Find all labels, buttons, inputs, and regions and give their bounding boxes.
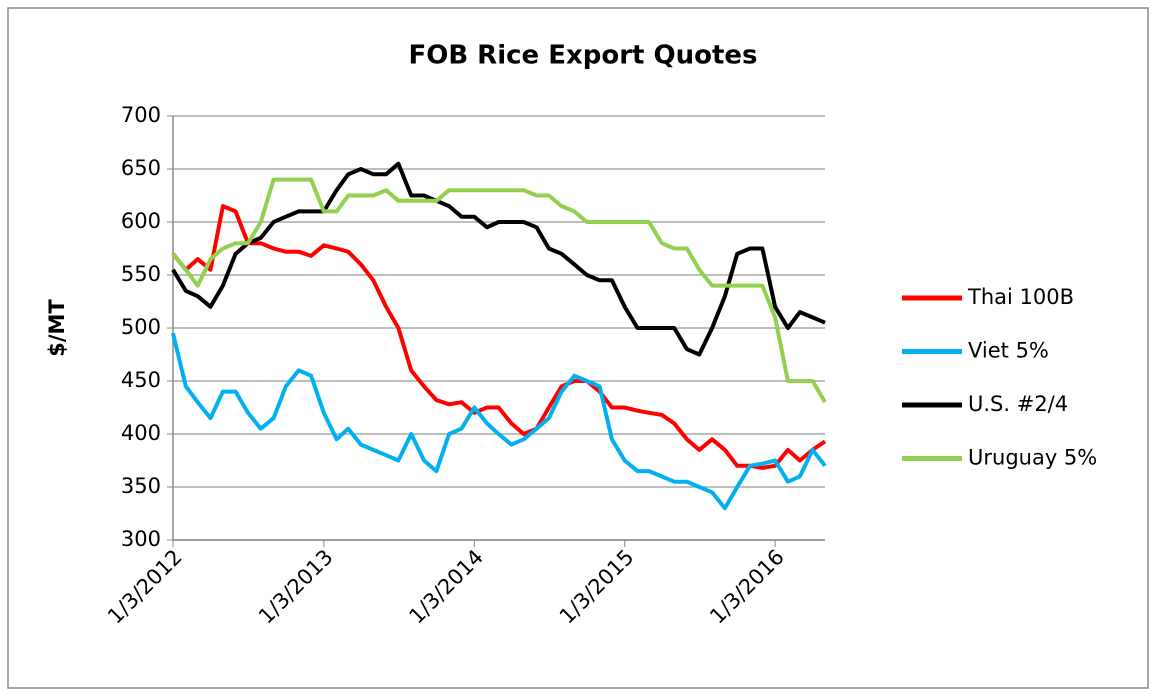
series-line bbox=[171, 204, 827, 470]
chart-border bbox=[7, 7, 1149, 689]
y-tick-label: 650 bbox=[121, 156, 161, 180]
y-tick-label: 400 bbox=[121, 421, 161, 445]
y-axis-label: $/MT bbox=[45, 299, 69, 357]
legend-label: Viet 5% bbox=[968, 339, 1049, 363]
y-tick-label: 450 bbox=[121, 368, 161, 392]
y-tick-label: 500 bbox=[121, 315, 161, 339]
y-tick-label: 350 bbox=[121, 474, 161, 498]
y-tick-label: 550 bbox=[121, 262, 161, 286]
legend-label: Uruguay 5% bbox=[968, 446, 1097, 470]
y-tick-label: 600 bbox=[121, 209, 161, 233]
series-line bbox=[171, 177, 827, 404]
series-line bbox=[171, 161, 826, 357]
y-tick-label: 300 bbox=[121, 527, 161, 551]
series-line bbox=[171, 332, 827, 511]
chart-title: FOB Rice Export Quotes bbox=[408, 41, 757, 71]
legend-label: Thai 100B bbox=[967, 285, 1074, 309]
legend-label: U.S. #2/4 bbox=[968, 392, 1068, 416]
y-tick-label: 700 bbox=[121, 103, 161, 127]
